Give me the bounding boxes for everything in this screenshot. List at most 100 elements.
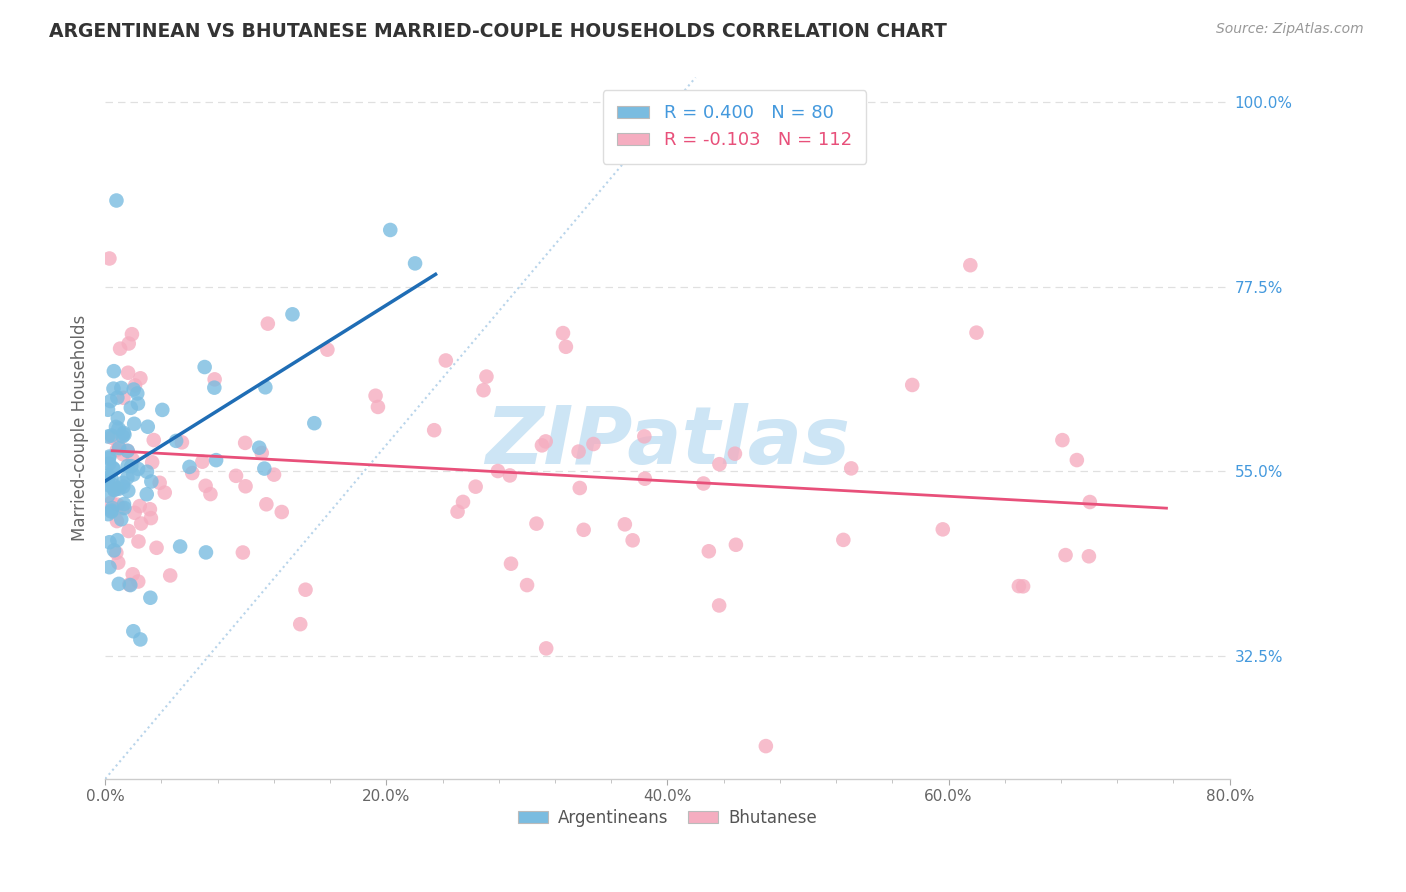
Point <box>112 480 135 494</box>
Point <box>112 447 135 461</box>
Point <box>263 467 285 482</box>
Point <box>129 516 152 531</box>
Point <box>114 427 136 442</box>
Point <box>135 487 157 501</box>
Point <box>141 475 163 489</box>
Point <box>1078 495 1101 509</box>
Point <box>108 482 131 496</box>
Point <box>499 468 522 483</box>
Point <box>423 423 446 437</box>
Point <box>139 591 162 605</box>
Point <box>316 343 339 357</box>
Point <box>179 459 201 474</box>
Point <box>127 396 149 410</box>
Point <box>364 389 387 403</box>
Point <box>633 429 655 443</box>
Point <box>129 371 152 385</box>
Point <box>117 443 139 458</box>
Point <box>98 252 121 266</box>
Point <box>191 455 214 469</box>
Point <box>112 425 135 440</box>
Point <box>110 381 132 395</box>
Point <box>120 401 142 415</box>
Point <box>270 505 292 519</box>
Point <box>446 505 468 519</box>
Point <box>105 443 128 458</box>
Y-axis label: Married-couple Households: Married-couple Households <box>72 315 89 541</box>
Point <box>107 498 129 512</box>
Point <box>153 485 176 500</box>
Point <box>127 386 149 401</box>
Point <box>122 624 145 639</box>
Point <box>97 402 120 417</box>
Point <box>97 468 120 483</box>
Point <box>97 507 120 521</box>
Point <box>104 420 127 434</box>
Point <box>165 434 187 448</box>
Point <box>194 479 217 493</box>
Point <box>634 472 657 486</box>
Point <box>294 582 316 597</box>
Point <box>451 495 474 509</box>
Point <box>105 514 128 528</box>
Point <box>832 533 855 547</box>
Point <box>247 441 270 455</box>
Point <box>554 340 576 354</box>
Point <box>97 475 120 490</box>
Point <box>98 560 121 574</box>
Point <box>290 617 312 632</box>
Point <box>112 475 135 490</box>
Text: ARGENTINEAN VS BHUTANESE MARRIED-COUPLE HOUSEHOLDS CORRELATION CHART: ARGENTINEAN VS BHUTANESE MARRIED-COUPLE … <box>49 22 948 41</box>
Point <box>117 443 139 458</box>
Point <box>568 444 591 458</box>
Point <box>105 482 128 496</box>
Point <box>499 557 522 571</box>
Point <box>692 476 714 491</box>
Point <box>707 599 730 613</box>
Point <box>181 466 204 480</box>
Point <box>103 478 125 492</box>
Point <box>1054 548 1077 562</box>
Point <box>205 453 228 467</box>
Point <box>202 381 225 395</box>
Point <box>97 471 120 485</box>
Point <box>582 437 605 451</box>
Point <box>122 383 145 397</box>
Point <box>100 496 122 510</box>
Point <box>103 483 125 497</box>
Point <box>120 578 142 592</box>
Point <box>139 502 162 516</box>
Point <box>121 452 143 467</box>
Point <box>142 433 165 447</box>
Point <box>117 366 139 380</box>
Point <box>526 516 548 531</box>
Point <box>128 499 150 513</box>
Point <box>118 336 141 351</box>
Point <box>149 475 172 490</box>
Point <box>434 353 457 368</box>
Point <box>839 461 862 475</box>
Point <box>621 533 644 548</box>
Point <box>105 391 128 405</box>
Point <box>253 461 276 475</box>
Point <box>127 534 149 549</box>
Point <box>380 223 402 237</box>
Point <box>136 419 159 434</box>
Point <box>122 417 145 431</box>
Point <box>111 429 134 443</box>
Point <box>105 194 128 208</box>
Point <box>117 483 139 498</box>
Point <box>204 372 226 386</box>
Point <box>117 471 139 485</box>
Point <box>105 546 128 560</box>
Point <box>697 544 720 558</box>
Point <box>101 461 124 475</box>
Point <box>103 483 125 497</box>
Point <box>103 543 125 558</box>
Point <box>755 739 778 753</box>
Point <box>709 457 731 471</box>
Point <box>97 489 120 503</box>
Point <box>110 512 132 526</box>
Point <box>233 436 256 450</box>
Point <box>404 256 426 270</box>
